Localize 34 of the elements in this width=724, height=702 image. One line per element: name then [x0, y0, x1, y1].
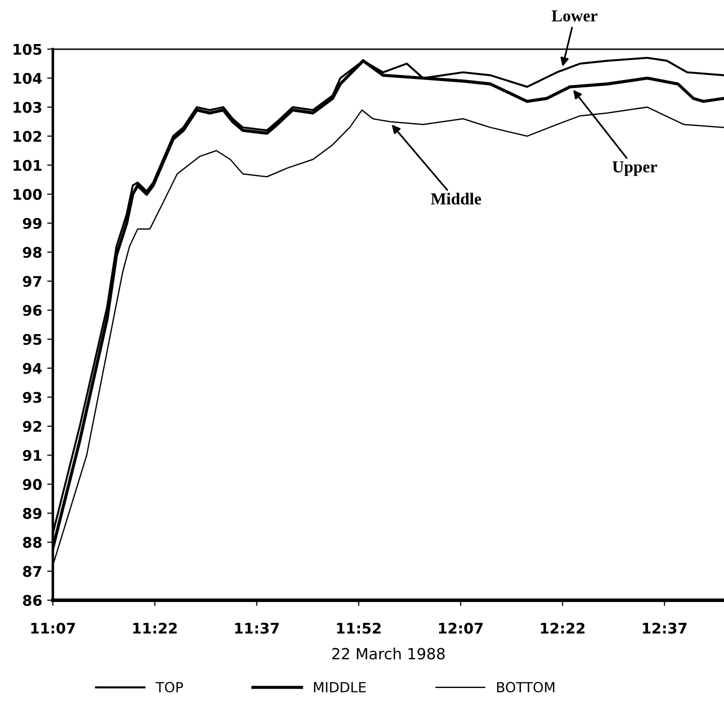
x-axis-title: 22 March 1988 — [332, 648, 445, 660]
y-tick-label: 91 — [22, 450, 42, 461]
y-tick-label: 87 — [23, 566, 42, 577]
legend-label: MIDDLE — [314, 682, 366, 692]
y-tick-label: 102 — [14, 130, 42, 142]
y-tick-label: 98 — [22, 246, 42, 258]
y-tick-label: 96 — [22, 304, 42, 316]
legend-label: BOTTOM — [497, 682, 554, 692]
x-tick-label: 11:52 — [337, 622, 381, 634]
annotation: Upper — [612, 161, 658, 176]
legend-label: TOP — [156, 682, 183, 692]
y-tick-label: 100 — [14, 188, 42, 200]
x-tick-label: 12:07 — [439, 622, 483, 634]
x-tick-label: 12:37 — [642, 622, 687, 634]
y-tick-label: 89 — [23, 508, 42, 519]
y-tick-label: 86 — [23, 594, 42, 606]
y-tick-label: 97 — [22, 276, 42, 287]
x-tick-label: 11:22 — [133, 622, 177, 634]
y-tick-label: 88 — [23, 536, 42, 548]
annotation: Lower — [552, 10, 598, 22]
y-tick-label: 99 — [22, 218, 42, 229]
y-tick-label: 105 — [14, 44, 42, 55]
y-tick-label: 95 — [22, 334, 42, 345]
x-tick-label: 11:37 — [235, 622, 279, 634]
y-tick-label: 104 — [14, 72, 42, 84]
y-tick-label: 93 — [22, 392, 42, 403]
y-tick-label: 103 — [14, 102, 42, 113]
x-tick-label: 11:07 — [31, 622, 75, 634]
y-tick-label: 101 — [14, 160, 42, 171]
y-tick-label: 90 — [22, 478, 42, 490]
x-tick-label: 12:22 — [540, 622, 584, 634]
y-tick-label: 94 — [22, 362, 42, 374]
y-tick-label: 92 — [22, 420, 42, 432]
annotation: Middle — [430, 192, 482, 204]
